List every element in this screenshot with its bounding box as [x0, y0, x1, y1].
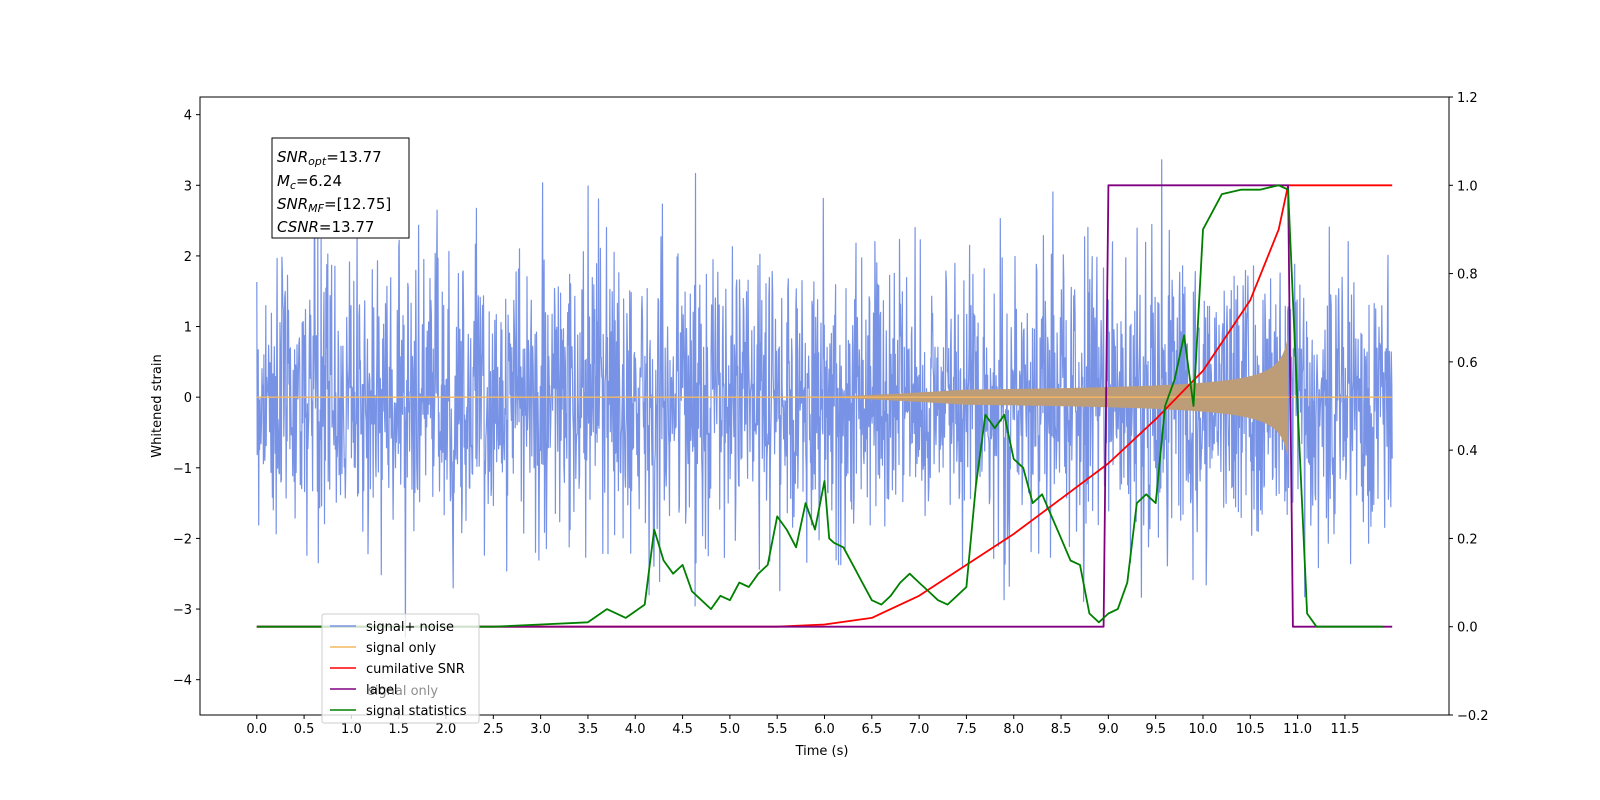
y2-tick-label: 0.2 — [1457, 532, 1478, 547]
x-tick-label: 5.0 — [720, 722, 741, 737]
annotation-csnr: CSNR=13.77 — [277, 218, 374, 236]
y-tick-label: −3 — [173, 603, 192, 618]
annotation-snr-opt: SNRopt=13.77 — [277, 148, 382, 168]
x-tick-label: 11.0 — [1283, 722, 1312, 737]
x-tick-label: 11.5 — [1330, 722, 1359, 737]
y2-tick-label: 0.0 — [1457, 621, 1478, 636]
x-tick-label: 9.5 — [1145, 722, 1166, 737]
y2-tick-label: 1.2 — [1457, 91, 1478, 106]
x-tick-label: 0.5 — [294, 722, 315, 737]
x-tick-label: 2.0 — [436, 722, 457, 737]
y2-tick-label: 0.6 — [1457, 356, 1478, 371]
x-tick-label: 8.0 — [1003, 722, 1024, 737]
x-tick-label: 8.5 — [1051, 722, 1072, 737]
y-axis-left: 4 3 2 1 0 −1 −2 −3 −4 — [173, 109, 200, 689]
x-tick-label: 6.0 — [814, 722, 835, 737]
y2-tick-label: 1.0 — [1457, 179, 1478, 194]
x-tick-label: 1.0 — [341, 722, 362, 737]
x-tick-label: 7.0 — [909, 722, 930, 737]
y-tick-label: −1 — [173, 462, 192, 477]
y-tick-label: 2 — [184, 250, 192, 265]
y-axis-label: Whitened strain — [150, 354, 165, 457]
x-axis: 0.0 0.5 1.0 1.5 2.0 2.5 3.0 3.5 4.0 4.5 5.0 5.5 6.0 6… — [246, 715, 1359, 737]
legend: signal only signal+ noise signal only cu… — [321, 613, 480, 724]
annotation-box: SNRopt=13.77 Mc=6.24 SNRMF=[12.75] CSNR=… — [271, 137, 410, 239]
x-tick-label: 6.5 — [861, 722, 882, 737]
x-tick-label: 7.5 — [956, 722, 977, 737]
x-tick-label: 3.5 — [578, 722, 599, 737]
annotation-mc: Mc=6.24 — [277, 172, 342, 192]
annotation-frame — [271, 137, 410, 239]
x-tick-label: 1.5 — [388, 722, 409, 737]
x-tick-label: 9.0 — [1098, 722, 1119, 737]
x-axis-label: Time (s) — [795, 744, 849, 759]
y-tick-label: 0 — [184, 391, 192, 406]
legend-label-signal-only: signal only — [366, 641, 436, 656]
y2-tick-label: 0.4 — [1457, 444, 1478, 459]
legend-label-signal-statistics: signal statistics — [366, 704, 467, 719]
x-tick-label: 2.5 — [483, 722, 504, 737]
signal-only-series — [256, 334, 1393, 461]
overlay-series — [256, 184, 1393, 628]
legend-label-cumulative-snr: cumilative SNR — [366, 662, 465, 677]
y-tick-label: −2 — [173, 532, 192, 547]
legend-frame — [321, 613, 480, 724]
legend-hidden-text: signal only — [368, 684, 438, 699]
x-tick-label: 4.0 — [625, 722, 646, 737]
y-tick-label: −4 — [173, 674, 192, 689]
label-line — [256, 184, 1393, 628]
y-axis-right: 1.2 1.0 0.8 0.6 0.4 0.2 0.0 −0.2 — [1449, 91, 1489, 724]
legend-label-label: label — [366, 683, 397, 698]
x-tick-label: 0.0 — [246, 722, 267, 737]
x-tick-label: 4.5 — [672, 722, 693, 737]
x-tick-label: 10.5 — [1236, 722, 1265, 737]
signal-statistics-line — [256, 184, 1383, 628]
y-tick-label: 4 — [184, 109, 192, 124]
legend-label-signal-noise: signal+ noise — [366, 620, 454, 635]
x-tick-label: 3.0 — [530, 722, 551, 737]
cumulative-snr-line — [256, 184, 1393, 628]
y-tick-label: 1 — [184, 321, 192, 336]
annotation-snr-mf: SNRMF=[12.75] — [277, 195, 391, 215]
y-tick-label: 3 — [184, 179, 192, 194]
y2-tick-label: −0.2 — [1457, 709, 1489, 724]
y2-tick-label: 0.8 — [1457, 268, 1478, 283]
x-tick-label: 5.5 — [767, 722, 788, 737]
x-tick-label: 10.0 — [1189, 722, 1218, 737]
